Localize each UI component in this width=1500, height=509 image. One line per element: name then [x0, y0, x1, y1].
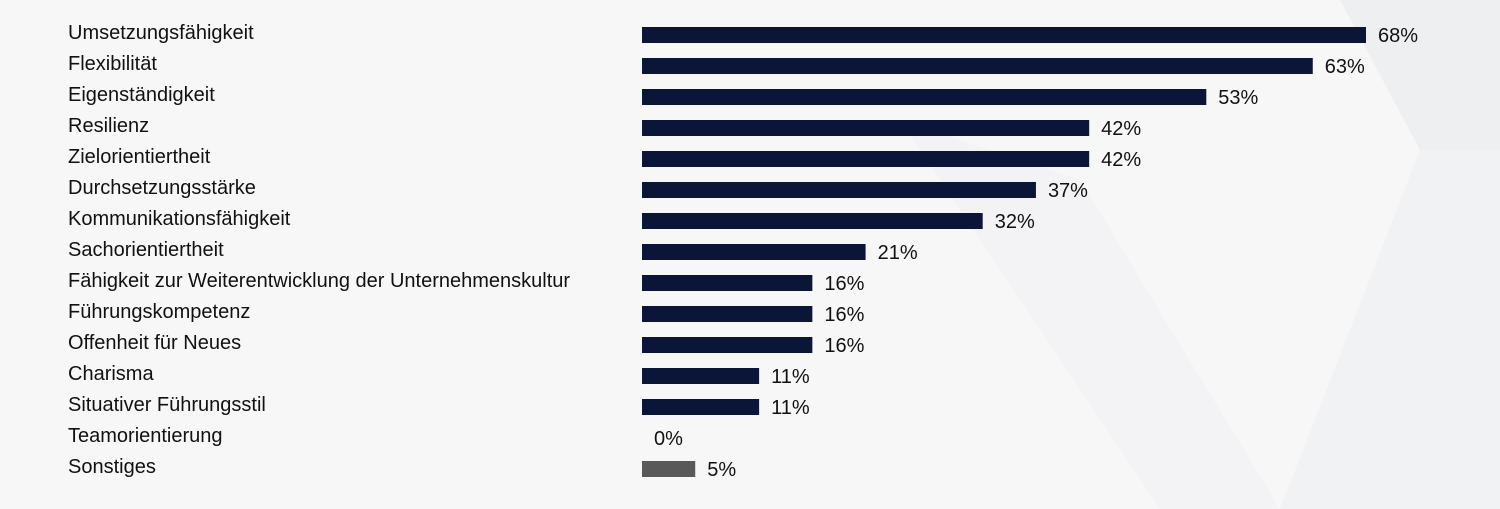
category-label: Flexibilität [68, 53, 157, 75]
bar [642, 182, 1036, 198]
category-label: Teamorientierung [68, 425, 223, 447]
data-label: 5% [707, 459, 736, 481]
category-label: Sonstiges [68, 456, 156, 478]
bar [642, 213, 983, 229]
category-label: Sachorientiertheit [68, 239, 224, 261]
category-label: Durchsetzungsstärke [68, 177, 256, 199]
bar [642, 120, 1090, 136]
category-label: Fähigkeit zur Weiterentwicklung der Unte… [68, 270, 570, 292]
background-facet [1340, 0, 1500, 150]
background-facet [1280, 150, 1500, 509]
category-label: Resilienz [68, 115, 149, 137]
category-labels: Umsetzungsfähigkeit Flexibilität Eigenstän… [68, 22, 570, 478]
category-label: Offenheit für Neues [68, 332, 241, 354]
data-label: 42% [1101, 118, 1141, 140]
category-label: Zielorientiertheit [68, 146, 211, 168]
data-label: 53% [1218, 87, 1258, 109]
bar [642, 151, 1090, 167]
bar [642, 58, 1313, 74]
background-facet [900, 120, 1280, 509]
data-label: 37% [1048, 180, 1088, 202]
bar [642, 337, 813, 353]
bar [642, 275, 813, 291]
bars [642, 27, 1366, 477]
data-label: 11% [771, 397, 810, 419]
data-label: 63% [1325, 56, 1365, 78]
category-label: Eigenständigkeit [68, 84, 215, 106]
data-label: 68% [1378, 25, 1418, 47]
bar [642, 244, 866, 260]
data-label: 16% [824, 304, 864, 326]
value-labels: 68% 63% 53% 42% 42% 37% 32% 21% 16% 16% 16% 11% 11% 0… [654, 25, 1418, 481]
data-label: 11% [771, 366, 810, 388]
data-label: 0% [654, 428, 683, 450]
background-decoration [900, 0, 1500, 509]
data-label: 21% [878, 242, 918, 264]
data-label: 16% [824, 335, 864, 357]
bar [642, 461, 696, 477]
bar [642, 27, 1366, 43]
data-label: 32% [995, 211, 1035, 233]
data-label: 16% [824, 273, 864, 295]
category-label: Kommunikationsfähigkeit [68, 208, 291, 230]
bar [642, 399, 760, 415]
bar [642, 368, 760, 384]
category-label: Führungskompetenz [68, 301, 250, 323]
category-label: Situativer Führungsstil [68, 394, 266, 416]
data-label: 42% [1101, 149, 1141, 171]
bar [642, 89, 1207, 105]
category-label: Umsetzungsfähigkeit [68, 22, 254, 44]
bar [642, 306, 813, 322]
category-label: Charisma [68, 363, 154, 385]
